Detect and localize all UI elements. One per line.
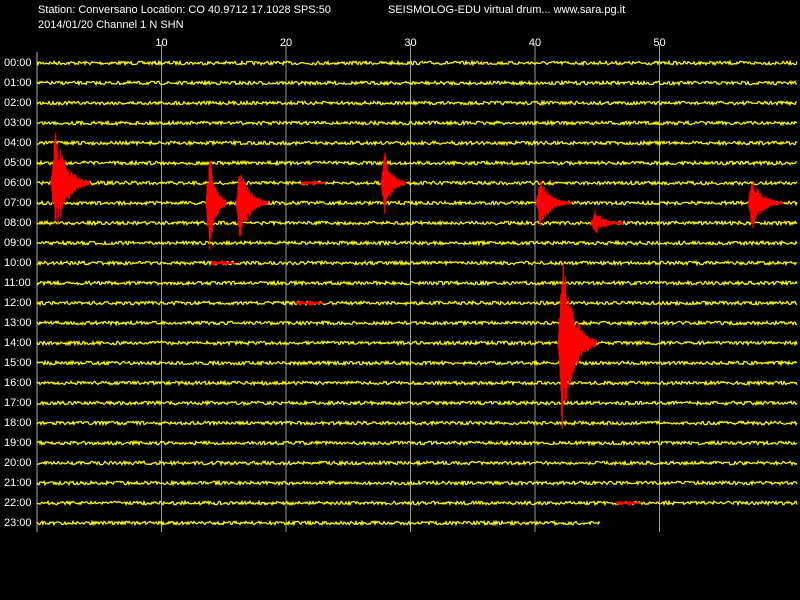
hour-label: 15:00 <box>4 357 32 369</box>
event <box>747 182 784 228</box>
event <box>295 300 325 306</box>
trace <box>36 239 798 247</box>
hour-label: 05:00 <box>4 157 32 169</box>
trace <box>36 499 798 507</box>
trace <box>36 99 798 107</box>
app-title: SEISMOLOG-EDU virtual drum... www.sara.p… <box>388 4 625 16</box>
trace <box>36 79 798 87</box>
x-tick-label: 50 <box>653 37 665 49</box>
trace <box>36 479 798 487</box>
hour-label: 13:00 <box>4 317 32 329</box>
trace <box>36 59 798 67</box>
trace <box>36 139 798 147</box>
hour-label: 02:00 <box>4 97 32 109</box>
channel-info: 2014/01/20 Channel 1 N SHN <box>38 19 184 31</box>
event <box>50 132 90 225</box>
hour-label: 16:00 <box>4 377 32 389</box>
trace <box>36 279 798 287</box>
trace <box>36 219 798 227</box>
trace <box>36 439 798 447</box>
event <box>535 181 572 227</box>
hour-label: 19:00 <box>4 437 32 449</box>
event <box>210 260 237 267</box>
hour-label: 22:00 <box>4 497 32 509</box>
hour-label: 23:00 <box>4 517 32 529</box>
hour-label: 17:00 <box>4 397 32 409</box>
hour-label: 06:00 <box>4 177 32 189</box>
hour-label: 00:00 <box>4 57 32 69</box>
hour-label: 01:00 <box>4 77 32 89</box>
x-tick-label: 10 <box>155 37 167 49</box>
event <box>557 261 597 430</box>
trace <box>36 519 601 527</box>
event <box>205 161 227 250</box>
hour-label: 10:00 <box>4 257 32 269</box>
hour-label: 11:00 <box>4 277 31 289</box>
trace <box>36 199 798 207</box>
trace <box>36 299 798 307</box>
hour-label: 07:00 <box>4 197 32 209</box>
hour-label: 09:00 <box>4 237 32 249</box>
trace <box>36 259 798 267</box>
trace <box>36 339 798 347</box>
trace <box>36 419 798 427</box>
hour-label: 08:00 <box>4 217 32 229</box>
trace <box>36 459 798 467</box>
hour-label: 14:00 <box>4 337 32 349</box>
hour-label: 21:00 <box>4 477 32 489</box>
hour-label: 04:00 <box>4 137 32 149</box>
station-info: Station: Conversano Location: CO 40.9712… <box>38 4 331 16</box>
x-tick-label: 40 <box>529 37 541 49</box>
hour-label: 12:00 <box>4 297 32 309</box>
event <box>590 210 624 234</box>
trace <box>36 359 798 367</box>
event <box>615 499 642 506</box>
trace <box>36 379 798 387</box>
event <box>300 180 327 186</box>
trace <box>36 119 797 127</box>
trace <box>36 159 798 167</box>
trace <box>36 319 797 327</box>
event <box>380 152 407 214</box>
hour-label: 20:00 <box>4 457 32 469</box>
hour-label: 03:00 <box>4 117 32 129</box>
event <box>235 174 269 237</box>
trace <box>36 399 798 407</box>
x-tick-label: 20 <box>280 37 292 49</box>
hour-label: 18:00 <box>4 417 32 429</box>
trace <box>36 179 798 187</box>
x-tick-label: 30 <box>404 37 416 49</box>
